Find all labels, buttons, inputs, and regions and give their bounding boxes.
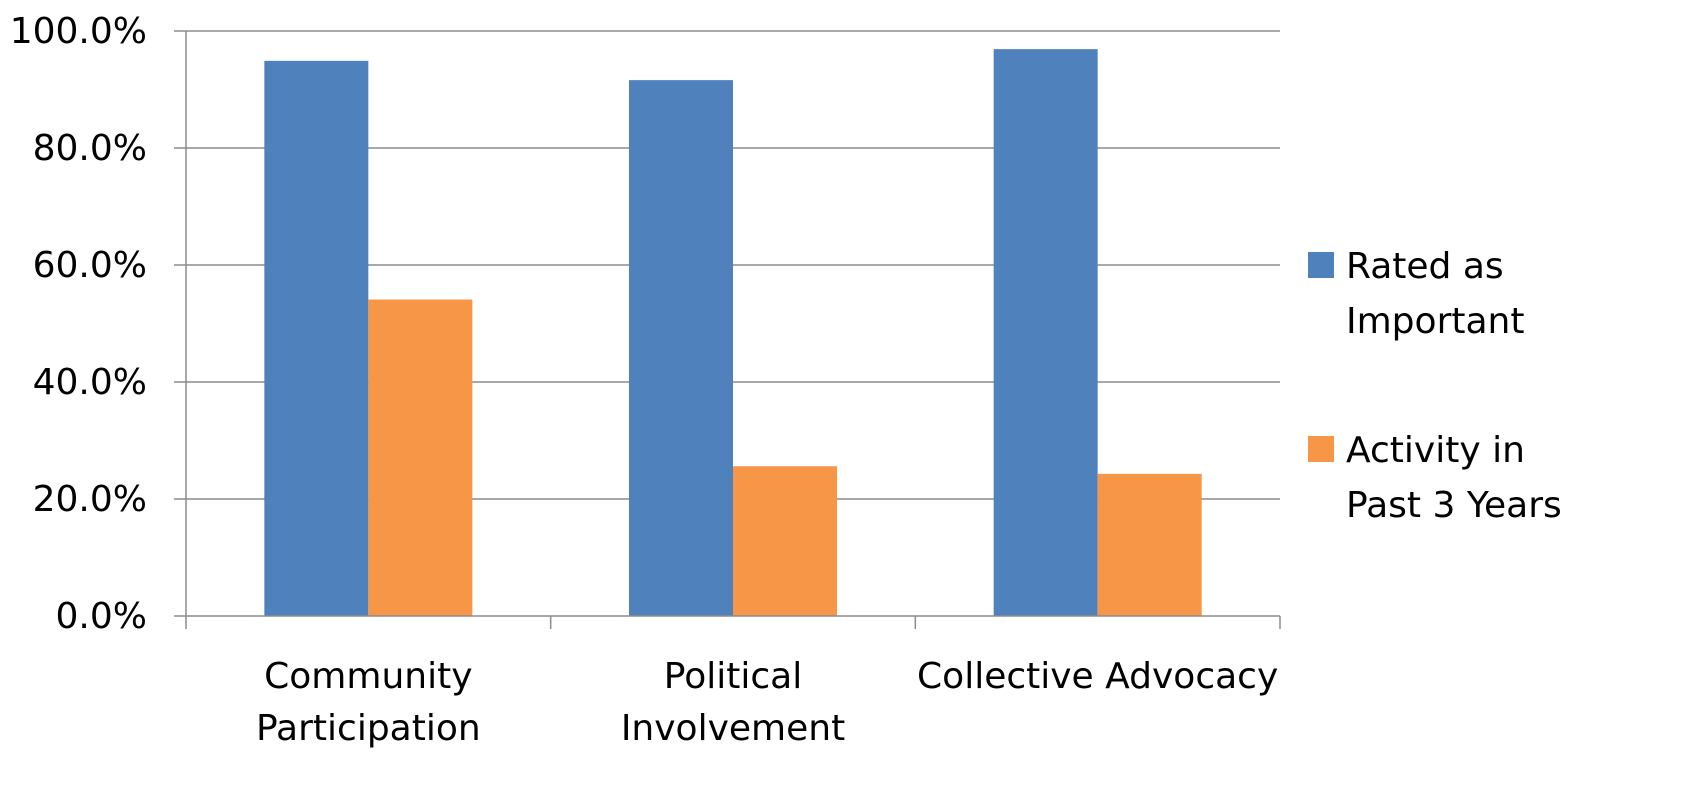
bar <box>1097 473 1202 616</box>
x-category-labels: Community Participation Political Involveme… <box>256 656 1278 749</box>
y-tick-label: 0.0% <box>56 596 147 637</box>
legend-swatch <box>1308 252 1334 278</box>
x-category-label: Collective Advocacy <box>917 656 1278 697</box>
y-tick-label: 20.0% <box>33 479 147 520</box>
bar <box>993 49 1098 616</box>
x-category-label-line: Involvement <box>621 708 845 749</box>
y-tick-label: 40.0% <box>33 362 147 403</box>
legend-swatch <box>1308 436 1334 462</box>
bar <box>264 60 369 616</box>
legend-label-line: Past 3 Years <box>1346 485 1562 526</box>
x-category-label: Political Involvement <box>621 656 845 749</box>
x-category-label-line: Political <box>664 656 802 697</box>
legend-label-line: Rated as <box>1346 246 1504 287</box>
x-category-label-line: Community <box>264 656 472 697</box>
y-tick-labels: 0.0% 20.0% 40.0% 60.0% 80.0% 100.0% <box>10 11 147 637</box>
axes <box>174 31 1281 629</box>
bars <box>264 49 1202 616</box>
legend-label-line: Activity in <box>1346 430 1525 471</box>
legend: Rated as Important Activity in Past 3 Years <box>1308 246 1562 526</box>
y-tick-label: 60.0% <box>33 245 147 286</box>
y-tick-label: 80.0% <box>33 128 147 169</box>
x-category-label-line: Participation <box>256 708 481 749</box>
bar <box>629 80 733 616</box>
x-category-label-line: Collective Advocacy <box>917 656 1278 697</box>
legend-label: Rated as Important <box>1346 246 1524 342</box>
bar <box>368 299 473 616</box>
x-category-label: Community Participation <box>256 656 481 749</box>
legend-label: Activity in Past 3 Years <box>1346 430 1562 526</box>
bar <box>733 466 837 616</box>
legend-label-line: Important <box>1346 301 1524 342</box>
y-tick-label: 100.0% <box>10 11 147 52</box>
